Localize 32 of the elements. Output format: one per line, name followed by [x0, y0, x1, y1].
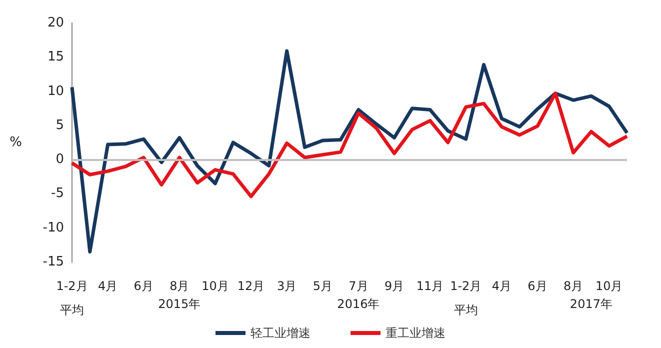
x-tick-label: 10月 [595, 279, 623, 293]
legend-label: 轻工业增速 [250, 326, 310, 340]
x-tick-label: 6月 [134, 279, 154, 293]
line-series [70, 49, 629, 254]
x-tick-label: 1-2月平均 [450, 279, 482, 317]
y-tick-label: -15 [42, 254, 64, 270]
y-tick-label: 0 [56, 152, 64, 168]
y-axis-title: % [10, 135, 22, 150]
x-tick-label: 5月 [312, 279, 332, 293]
y-tick-label: 20 [47, 16, 64, 30]
x-tick-label: 12月 [237, 279, 265, 293]
y-tick-label: 10 [47, 84, 64, 99]
text: 2017年 [570, 297, 612, 311]
y-tick-label: -5 [51, 186, 64, 202]
x-tick-label: 4月 [98, 279, 118, 293]
x-tick-label: 7月 [348, 279, 368, 293]
x-tick-label: 4月 [492, 279, 512, 293]
x-tick-label: 9月 [384, 279, 404, 293]
x-tick-label: 8月 [563, 279, 584, 293]
x-tick-label: 6月 [528, 279, 548, 293]
x-tick-label: 3月 [277, 279, 297, 293]
x-tick-label: 8月 [170, 279, 190, 293]
x-tick-label: 10月 [202, 279, 229, 293]
y-tick-label: -10 [42, 220, 64, 236]
line-series [70, 92, 629, 198]
text: 2016年 [337, 297, 380, 311]
y-tick-label: 15 [47, 50, 64, 65]
y-tick-label: 5 [56, 118, 64, 133]
legend-label: 重工业增速 [386, 326, 446, 340]
text: 2015年 [158, 297, 201, 311]
x-tick-label: 1-2月平均 [56, 279, 88, 317]
x-tick-label: 11月 [416, 279, 444, 293]
